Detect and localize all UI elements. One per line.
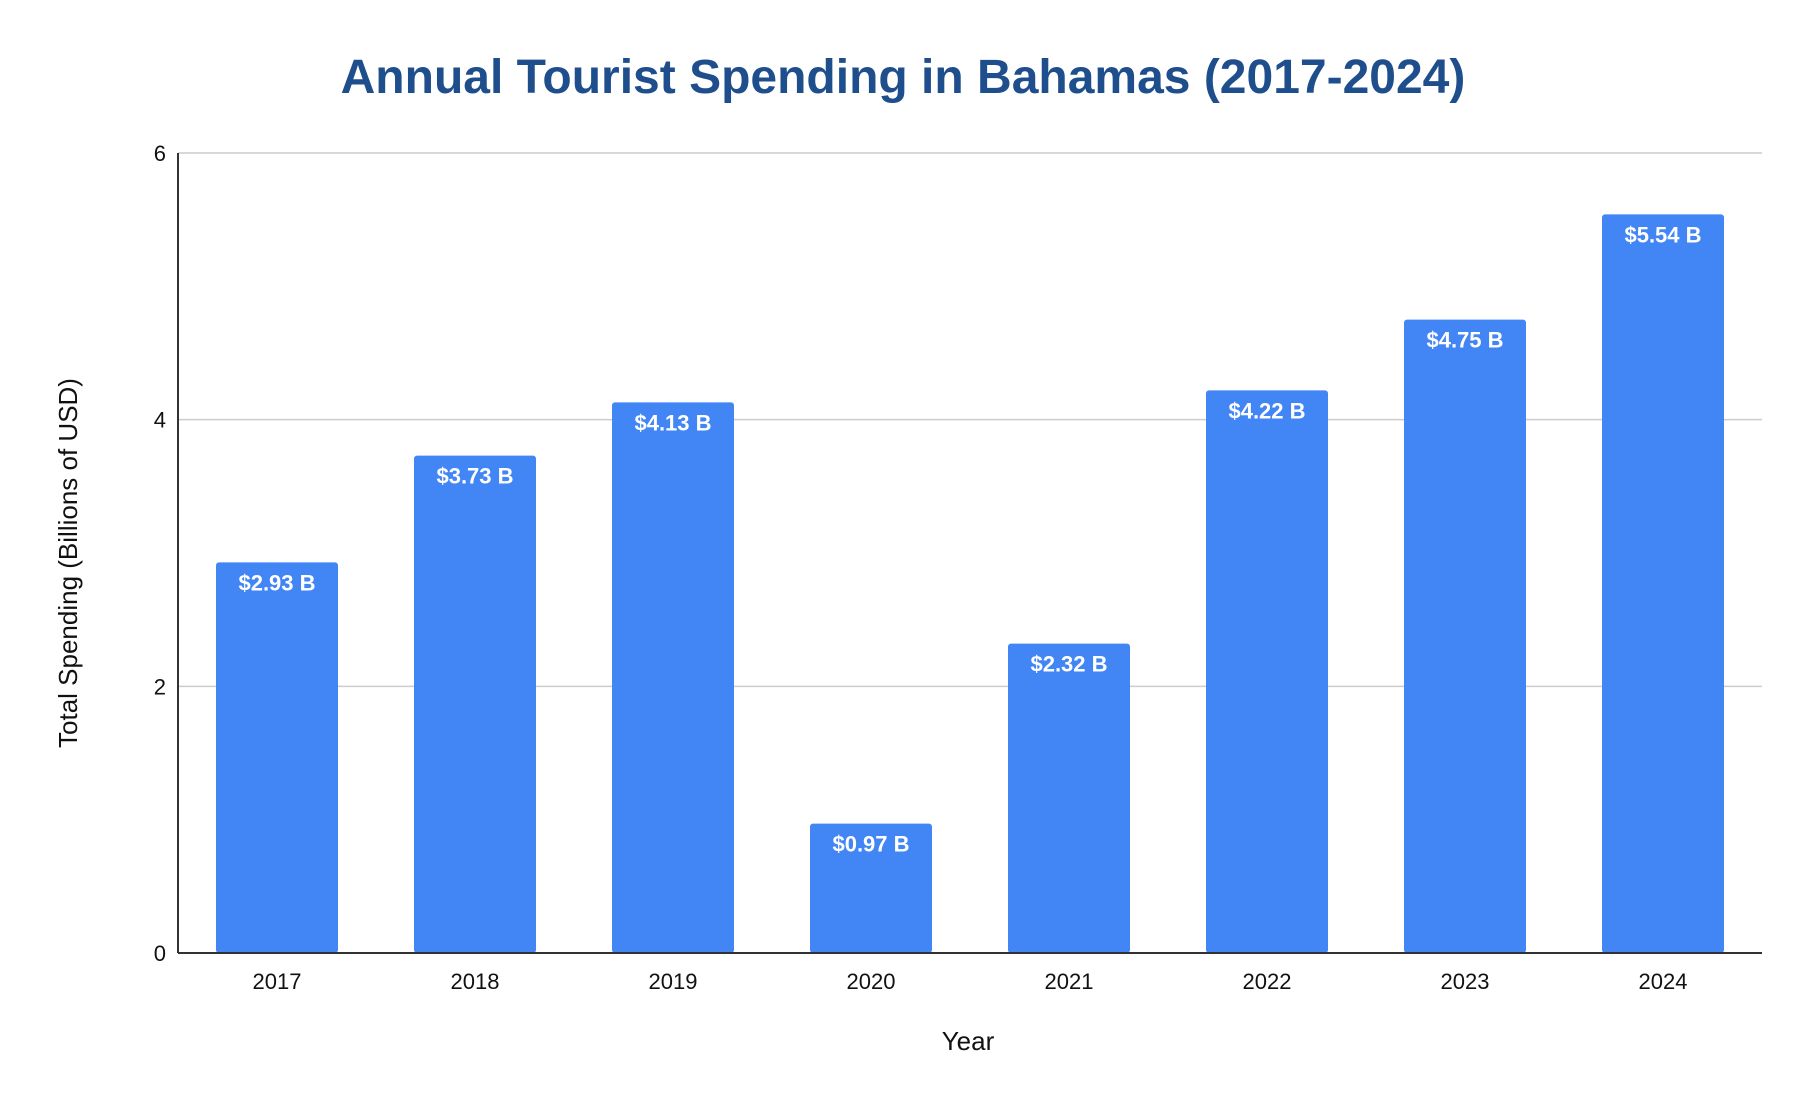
x-tick-label: 2020 (847, 969, 896, 994)
x-tick-label: 2024 (1639, 969, 1688, 994)
x-tick-label: 2022 (1243, 969, 1292, 994)
bar-2017[interactable] (216, 562, 338, 953)
y-tick-label: 6 (154, 141, 166, 166)
x-tick-label: 2021 (1045, 969, 1094, 994)
x-axis-label: Year (942, 1026, 995, 1056)
data-label-2021: $2.32 B (1030, 652, 1107, 677)
axes (177, 153, 1762, 954)
y-axis-label: Total Spending (Billions of USD) (53, 378, 83, 748)
bar-2020[interactable] (810, 823, 932, 953)
bars (216, 214, 1724, 954)
data-label-2017: $2.93 B (238, 570, 315, 595)
data-label-2019: $4.13 B (634, 410, 711, 435)
data-label-2022: $4.22 B (1228, 398, 1305, 423)
bar-2018[interactable] (414, 455, 536, 953)
chart-title: Annual Tourist Spending in Bahamas (2017… (341, 51, 1466, 104)
x-tick-label: 2023 (1441, 969, 1490, 994)
y-axis-ticks: 0 2 4 6 (154, 141, 166, 966)
data-labels: $2.93 B $3.73 B $4.13 B $0.97 B $2.32 B $4.22… (238, 222, 1701, 856)
bar-2023[interactable] (1404, 319, 1526, 954)
data-label-2024: $5.54 B (1624, 222, 1701, 247)
data-label-2020: $0.97 B (832, 832, 909, 857)
bar-2019[interactable] (612, 402, 734, 953)
x-tick-label: 2017 (253, 969, 302, 994)
bar-2021[interactable] (1008, 643, 1130, 953)
bar-2024[interactable] (1602, 214, 1724, 954)
x-tick-label: 2018 (451, 969, 500, 994)
x-tick-label: 2019 (649, 969, 698, 994)
bar-2022[interactable] (1206, 390, 1328, 953)
data-label-2018: $3.73 B (436, 464, 513, 489)
y-tick-label: 2 (154, 674, 166, 699)
y-tick-label: 0 (154, 941, 166, 966)
x-axis-ticks: 2017 2018 2019 2020 2021 2022 2023 2024 (253, 969, 1688, 994)
data-label-2023: $4.75 B (1426, 328, 1503, 353)
y-tick-label: 4 (154, 408, 166, 433)
